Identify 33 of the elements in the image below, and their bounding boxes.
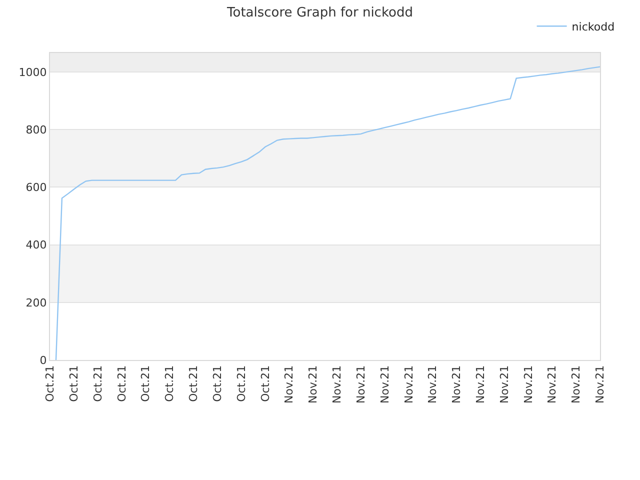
x-tick-label: Nov.21 xyxy=(570,365,583,404)
x-tick-label: Oct.21 xyxy=(163,365,176,402)
y-tick-label: 600 xyxy=(26,181,47,194)
x-tick-label: Nov.21 xyxy=(546,365,559,404)
x-tick-label: Nov.21 xyxy=(498,365,511,404)
y-tick-label: 200 xyxy=(26,296,47,310)
y-tick-label: 800 xyxy=(26,123,47,136)
x-tick-label: Oct.21 xyxy=(115,365,128,402)
x-tick-label: Nov.21 xyxy=(474,365,488,404)
x-tick-label: Nov.21 xyxy=(450,365,464,404)
x-tick-label: Nov.21 xyxy=(522,365,535,404)
x-tick-label: Oct.21 xyxy=(139,365,152,402)
y-tick-label: 1000 xyxy=(18,66,47,79)
x-tick-label: Nov.21 xyxy=(282,365,296,404)
x-tick-label: Oct.21 xyxy=(234,365,248,402)
x-tick-label: Nov.21 xyxy=(354,365,368,404)
y-tick-label: 400 xyxy=(26,238,47,252)
x-tick-label: Nov.21 xyxy=(378,365,392,404)
y-tick-label: 0 xyxy=(40,354,47,367)
x-tick-label: Oct.21 xyxy=(187,365,200,402)
x-tick-label: Oct.21 xyxy=(91,365,104,402)
x-tick-label: Oct.21 xyxy=(258,365,272,402)
x-tick-label: Nov.21 xyxy=(402,365,416,404)
x-tick-label: Oct.21 xyxy=(210,365,224,402)
x-tick-label: Oct.21 xyxy=(67,365,80,402)
x-tick-label: Nov.21 xyxy=(306,365,320,404)
line-series xyxy=(55,66,600,360)
x-tick-label: Oct.21 xyxy=(44,365,57,402)
legend-label: nickodd xyxy=(572,20,615,34)
x-tick-label: Nov.21 xyxy=(330,365,344,404)
x-tick-label: Nov.21 xyxy=(594,365,607,404)
chart-title: Totalscore Graph for nickodd xyxy=(226,6,413,21)
x-tick-label: Nov.21 xyxy=(426,365,440,404)
